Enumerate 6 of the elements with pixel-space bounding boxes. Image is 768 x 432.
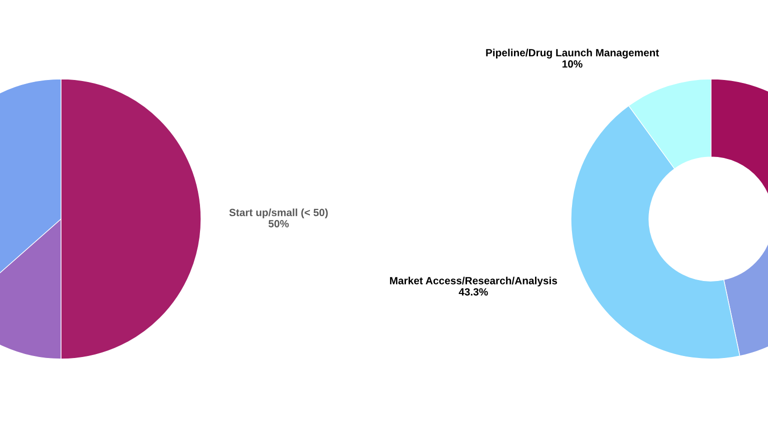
slice-label: Start up/small (< 50) xyxy=(229,208,328,218)
data-label: 43.3% xyxy=(458,288,488,296)
slice-label: Market Access/Research/Analysis xyxy=(390,276,558,286)
data-label: 10% xyxy=(562,60,582,68)
data-label: 50% xyxy=(268,220,289,228)
slice-label: Pipeline/Drug Launch Management xyxy=(486,48,659,58)
